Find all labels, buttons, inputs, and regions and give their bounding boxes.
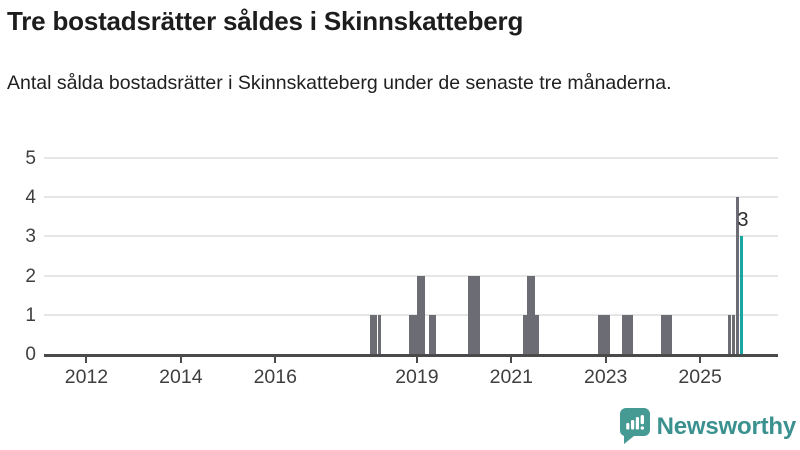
bar-2023-07 <box>629 314 634 354</box>
y-axis-label-0: 0 <box>25 344 36 365</box>
bar-2019-05 <box>432 314 437 354</box>
bar-highlight-2025-11 <box>739 236 744 354</box>
x-axis-tick-2025 <box>699 356 702 363</box>
bar-2023-06 <box>625 314 630 354</box>
bar-2018-02 <box>373 314 378 354</box>
bar-2018-11 <box>409 314 413 354</box>
bar-2020-02 <box>468 275 472 354</box>
x-axis-tick-2023 <box>604 356 607 363</box>
bar-2023-01 <box>605 314 610 354</box>
bar-2025-10 <box>735 197 740 354</box>
x-axis-label-2016: 2016 <box>253 366 297 388</box>
bar-2018-03 <box>377 314 382 354</box>
bar-2022-11 <box>597 314 602 354</box>
bar-2019-02 <box>420 275 425 354</box>
x-axis-tick-2016 <box>274 356 277 363</box>
bar-2025-09 <box>731 314 736 354</box>
bar-2021-04 <box>523 314 527 354</box>
bar-2024-04 <box>664 314 669 354</box>
gridline-y4 <box>44 196 778 198</box>
x-axis-tick-2019 <box>415 356 418 363</box>
bar-2018-12 <box>413 314 417 354</box>
x-axis-line <box>44 353 778 357</box>
x-axis-tick-2012 <box>85 356 88 363</box>
gridline-y5 <box>44 156 778 159</box>
bar-2024-05 <box>668 314 673 354</box>
x-axis-label-2021: 2021 <box>489 366 533 388</box>
bar-2020-04 <box>476 275 480 354</box>
chart-subtitle: Antal sålda bostadsrätter i Skinnskatteb… <box>7 72 672 94</box>
y-axis-label-5: 5 <box>25 147 36 169</box>
x-axis-label-2023: 2023 <box>584 366 628 388</box>
bar-2019-01 <box>417 275 421 354</box>
x-axis-tick-2021 <box>510 356 513 363</box>
y-axis-label-2: 2 <box>25 265 36 287</box>
bar-2022-12 <box>601 314 606 354</box>
bar-2021-06 <box>531 275 535 354</box>
gridline-y2 <box>44 274 778 277</box>
brand-name: Newsworthy <box>656 412 797 440</box>
x-axis-tick-2014 <box>179 356 182 363</box>
x-axis-label-2012: 2012 <box>64 366 109 388</box>
bar-2023-05 <box>621 314 626 354</box>
bar-2024-03 <box>660 314 665 354</box>
y-axis-label-4: 4 <box>25 187 36 208</box>
bar-2020-03 <box>472 275 476 354</box>
page-title: Tre bostadsrätter såldes i Skinnskattebe… <box>7 6 524 36</box>
bar-2019-04 <box>428 314 433 354</box>
bar-2018-01 <box>369 314 374 354</box>
bar-2021-05 <box>527 275 531 354</box>
y-axis-label-1: 1 <box>25 304 36 326</box>
bar-2021-07 <box>535 314 539 354</box>
bar-value-label: 3 <box>737 209 749 232</box>
brand-footer[interactable]: Newsworthy <box>619 408 797 445</box>
x-axis-label-2014: 2014 <box>159 366 203 388</box>
gridline-y3 <box>44 235 778 238</box>
x-axis-label-2019: 2019 <box>395 366 439 388</box>
y-axis-label-3: 3 <box>25 226 36 248</box>
x-axis-label-2025: 2025 <box>678 366 722 388</box>
newsworthy-logo-icon <box>619 408 650 444</box>
bar-2025-08 <box>727 314 732 354</box>
